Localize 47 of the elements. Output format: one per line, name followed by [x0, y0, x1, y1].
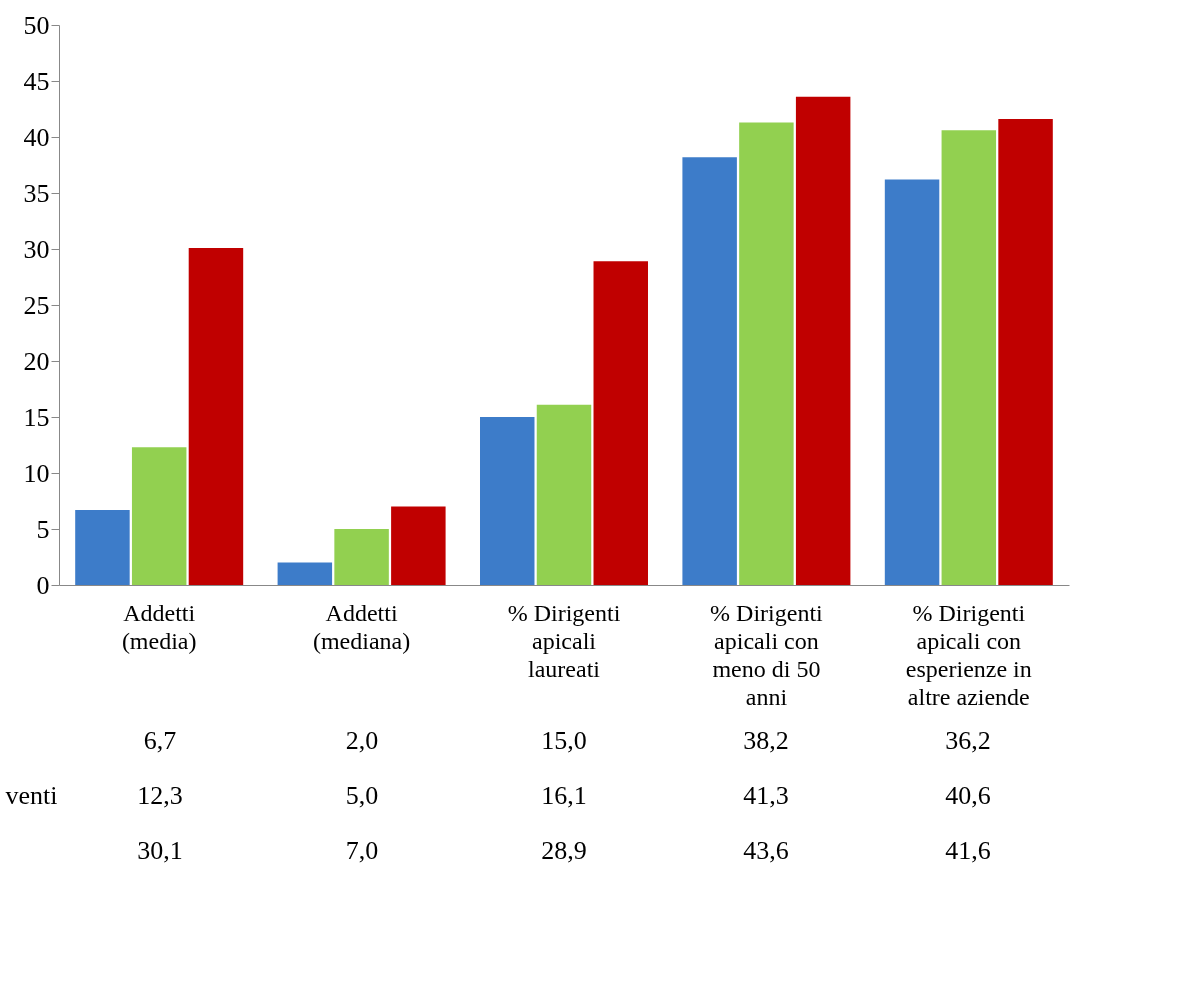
data-label: 41,6: [945, 835, 991, 865]
bar: [131, 447, 187, 585]
data-label: 30,1: [137, 835, 183, 865]
x-tick-label: % Dirigenti apicali con esperienze in altre aziende: [905, 599, 1032, 710]
data-label: 16,1: [541, 780, 587, 810]
text: venti: [5, 781, 58, 810]
data-label: 38,2: [743, 725, 789, 755]
data-label: 40,6: [945, 780, 991, 810]
data-label: 43,6: [743, 835, 789, 865]
bar: [682, 157, 737, 585]
y-tick-label: 30: [23, 234, 50, 264]
y-tick-label: 15: [23, 402, 50, 432]
bar: [884, 179, 940, 585]
x-tick-label: % Dirigenti apicali con meno di 50 anni: [710, 599, 824, 710]
y-tick-label: 25: [23, 290, 50, 320]
y-tick-label: 10: [23, 458, 50, 488]
x-tick-label: % Dirigenti apicali laureati: [507, 599, 621, 682]
bar: [480, 417, 535, 585]
y-tick-label: 50: [23, 10, 50, 40]
bar: [391, 506, 446, 585]
bar: [998, 119, 1053, 585]
data-label: 15,0: [541, 725, 587, 755]
bar: [795, 96, 851, 585]
data-label: 6,7: [143, 725, 177, 755]
y-tick-label: 40: [23, 122, 50, 152]
bar: [536, 404, 592, 585]
bar: [941, 130, 997, 585]
data-label: 7,0: [345, 835, 379, 865]
y-tick-label: 0: [36, 570, 50, 600]
bar: [739, 122, 794, 585]
bar: [334, 529, 389, 585]
bar: [593, 261, 648, 585]
data-label: 36,2: [945, 725, 991, 755]
data-label: 41,3: [743, 780, 789, 810]
x-tick-label: Addetti (mediana): [312, 599, 411, 654]
y-tick-label: 5: [36, 514, 50, 544]
bar: [75, 509, 130, 585]
y-tick-label: 20: [23, 346, 50, 376]
data-label: 2,0: [345, 725, 379, 755]
x-tick-label: Addetti (media): [121, 599, 197, 654]
bar: [188, 247, 244, 585]
data-label: 28,9: [541, 835, 587, 865]
y-tick-label: 45: [23, 66, 50, 96]
data-label: 5,0: [345, 780, 379, 810]
bar: [277, 562, 333, 585]
y-tick-label: 35: [23, 178, 50, 208]
data-label: 12,3: [137, 780, 183, 810]
